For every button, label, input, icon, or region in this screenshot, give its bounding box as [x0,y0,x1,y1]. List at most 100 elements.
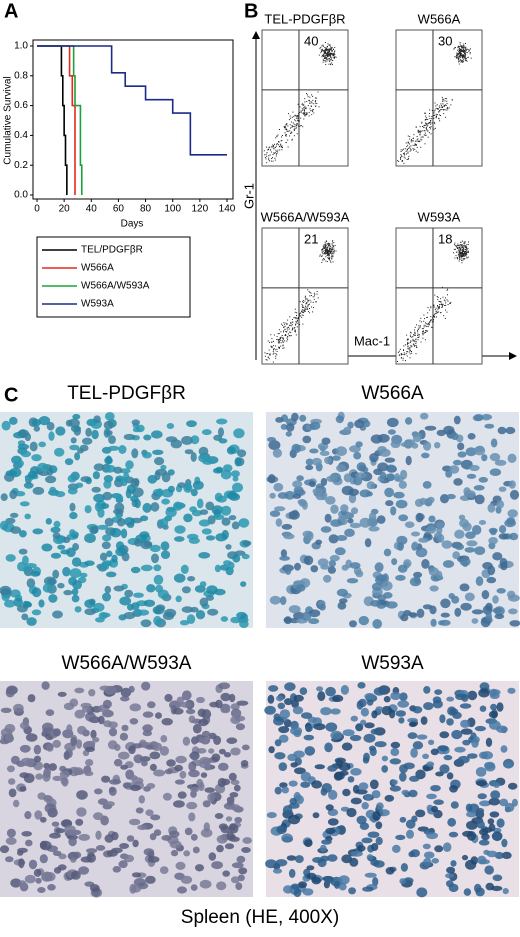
dot [302,314,304,316]
dot [303,306,304,308]
cell [384,794,395,802]
dot [428,122,430,123]
dot [425,112,426,114]
dot [409,349,411,351]
dot [463,245,465,246]
cell [8,788,17,798]
dot [444,300,446,302]
dot [446,311,448,313]
dot [270,345,272,347]
cell [177,791,187,799]
dot [293,116,295,118]
dot [440,312,442,314]
cell [222,870,230,877]
dot [294,308,296,310]
cell [339,598,348,604]
cell [323,574,332,583]
dot [323,58,325,59]
dot [407,158,409,160]
dot [278,144,280,146]
dot [457,49,459,51]
cell [4,599,16,608]
cell [242,540,252,547]
dot [321,249,323,251]
dot [424,134,426,136]
cell [104,685,117,695]
dot [331,250,333,252]
dot [446,299,448,301]
cell [423,851,435,859]
dot [454,56,456,57]
dot [407,142,409,144]
dot [438,307,440,309]
cell [386,464,397,473]
cell [208,748,215,754]
cell [138,795,145,804]
cell [199,756,211,765]
image-title: TEL-PDGFβR [67,383,186,404]
dot [304,296,306,298]
cell [151,553,159,564]
cell [33,425,40,432]
dot [436,316,437,318]
dot [426,330,428,332]
cell [183,850,191,857]
cell [68,418,80,428]
cell [196,498,204,509]
dot [333,250,335,252]
dot [445,116,447,118]
dot [301,303,303,305]
dot [332,245,334,247]
dot [441,304,443,306]
dot [459,246,461,248]
dot [299,106,301,108]
dot [325,50,327,51]
cell [186,420,197,428]
dot [447,108,449,110]
dot [332,255,334,257]
dot [294,311,296,313]
cell [288,803,300,809]
cell [350,797,362,805]
panel-label: C [4,384,18,406]
dot [322,250,324,252]
dot [331,258,333,260]
cell [165,507,177,518]
dot [463,51,465,53]
dot [429,109,431,111]
dot [330,46,331,48]
cell [90,729,97,739]
cell [214,564,221,573]
cell [508,480,516,489]
cell [390,691,401,701]
cell [230,779,240,786]
cell [481,413,492,421]
cell [118,860,128,869]
dot [463,57,465,59]
cell [373,468,383,476]
dot [275,137,277,139]
cell [492,595,499,604]
dot [330,55,331,57]
cell [49,832,61,839]
cell [143,848,155,856]
dot [458,251,460,253]
cell [238,867,248,875]
cell [205,501,215,511]
cell [424,425,437,431]
y-tick-label: 0.4 [14,130,28,141]
cell [170,849,179,857]
cell [218,748,226,755]
cell [188,537,200,544]
dot [269,146,271,148]
cell [417,549,426,557]
dot [275,149,277,151]
dot [307,307,309,309]
dot [300,117,302,119]
cell [393,491,405,499]
cell [203,763,211,771]
cell [448,883,459,893]
cell [156,488,164,498]
cell [93,812,104,821]
dot [425,115,427,117]
